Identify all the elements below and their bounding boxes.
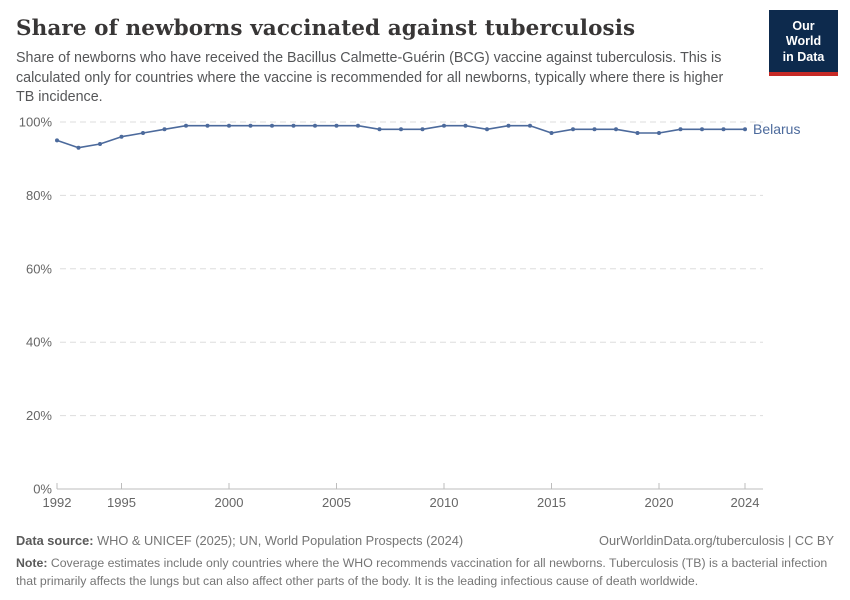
data-point-belarus-2000[interactable] xyxy=(227,123,231,128)
data-point-belarus-1995[interactable] xyxy=(119,134,124,139)
data-point-belarus-2019[interactable] xyxy=(635,131,640,136)
series-label-belarus[interactable]: Belarus xyxy=(753,121,800,137)
data-point-belarus-1997[interactable] xyxy=(162,127,167,132)
data-point-belarus-1996[interactable] xyxy=(141,131,145,136)
data-point-belarus-2023[interactable] xyxy=(721,127,726,132)
x-tick-label-1995: 1995 xyxy=(107,495,136,510)
data-point-belarus-2006[interactable] xyxy=(356,123,360,128)
data-point-belarus-2010[interactable] xyxy=(442,123,446,128)
x-tick-label-2010: 2010 xyxy=(430,495,459,510)
datasource: Data source: WHO & UNICEF (2025); UN, Wo… xyxy=(16,533,463,548)
chart-note: Note: Coverage estimates include only co… xyxy=(16,555,834,590)
chart-footer: Data source: WHO & UNICEF (2025); UN, Wo… xyxy=(16,533,834,590)
data-point-belarus-2015[interactable] xyxy=(549,131,554,136)
data-point-belarus-2014[interactable] xyxy=(528,123,532,128)
x-tick-label-2015: 2015 xyxy=(537,495,566,510)
owid-logo-line2: in Data xyxy=(782,49,825,64)
data-point-belarus-2009[interactable] xyxy=(420,127,425,132)
y-tick-label-80: 80% xyxy=(26,188,52,203)
line-chart-svg: 0% 20% 40% 60% 80% 100% 1992 1995 2000 2005 2010 20… xyxy=(19,115,801,511)
x-tick-label-2000: 2000 xyxy=(215,495,244,510)
data-point-belarus-2008[interactable] xyxy=(399,127,403,132)
data-point-belarus-2021[interactable] xyxy=(678,127,683,132)
x-tick-label-2005: 2005 xyxy=(322,495,351,510)
data-point-belarus-2017[interactable] xyxy=(592,127,597,132)
x-tick-label-2024: 2024 xyxy=(731,495,760,510)
data-point-belarus-2024[interactable] xyxy=(743,127,747,132)
data-point-belarus-2013[interactable] xyxy=(506,123,511,128)
y-tick-label-20: 20% xyxy=(26,408,52,423)
chart-subtitle: Share of newborns who have received the … xyxy=(16,50,724,106)
y-tick-label-60: 60% xyxy=(26,261,52,276)
data-point-belarus-2020[interactable] xyxy=(657,131,661,136)
chart-area: 0% 20% 40% 60% 80% 100% 1992 1995 2000 2005 2010 20… xyxy=(0,110,850,519)
data-point-belarus-2012[interactable] xyxy=(485,127,489,132)
data-point-belarus-2001[interactable] xyxy=(248,123,253,128)
data-point-belarus-1993[interactable] xyxy=(76,145,81,150)
data-point-belarus-1994[interactable] xyxy=(98,142,102,147)
data-point-belarus-1992[interactable] xyxy=(55,138,59,143)
data-point-belarus-2002[interactable] xyxy=(270,123,274,128)
datasource-text: WHO & UNICEF (2025); UN, World Populatio… xyxy=(93,533,464,549)
owid-logo[interactable]: Our World in Data xyxy=(769,10,838,76)
data-point-belarus-2011[interactable] xyxy=(463,123,468,128)
data-point-belarus-1999[interactable] xyxy=(205,123,210,128)
y-tick-label-40: 40% xyxy=(26,335,52,350)
data-point-belarus-2016[interactable] xyxy=(571,127,575,132)
data-point-belarus-2003[interactable] xyxy=(291,123,296,128)
x-tick-label-2020: 2020 xyxy=(645,495,674,510)
data-point-belarus-2004[interactable] xyxy=(313,123,317,128)
page-title: Share of newborns vaccinated against tub… xyxy=(16,16,636,41)
owid-logo-line1: Our World xyxy=(785,19,822,49)
rights-link[interactable]: OurWorldinData.org/tuberculosis | CC BY xyxy=(599,533,834,549)
data-point-belarus-2022[interactable] xyxy=(700,127,704,132)
data-point-belarus-2018[interactable] xyxy=(614,127,618,132)
data-point-belarus-1998[interactable] xyxy=(184,123,188,128)
x-tick-label-1992: 1992 xyxy=(43,495,72,510)
data-point-belarus-2005[interactable] xyxy=(334,123,339,128)
chart-header: Share of newborns vaccinated against tub… xyxy=(0,0,850,108)
y-tick-label-0: 0% xyxy=(33,482,52,497)
note-text: Coverage estimates include only countrie… xyxy=(16,556,828,588)
datasource-label: Data source: xyxy=(16,533,94,549)
y-tick-label-100: 100% xyxy=(19,115,53,130)
note-label: Note: xyxy=(16,556,48,571)
data-point-belarus-2007[interactable] xyxy=(377,127,382,132)
datasource-row: Data source: WHO & UNICEF (2025); UN, Wo… xyxy=(16,533,834,548)
